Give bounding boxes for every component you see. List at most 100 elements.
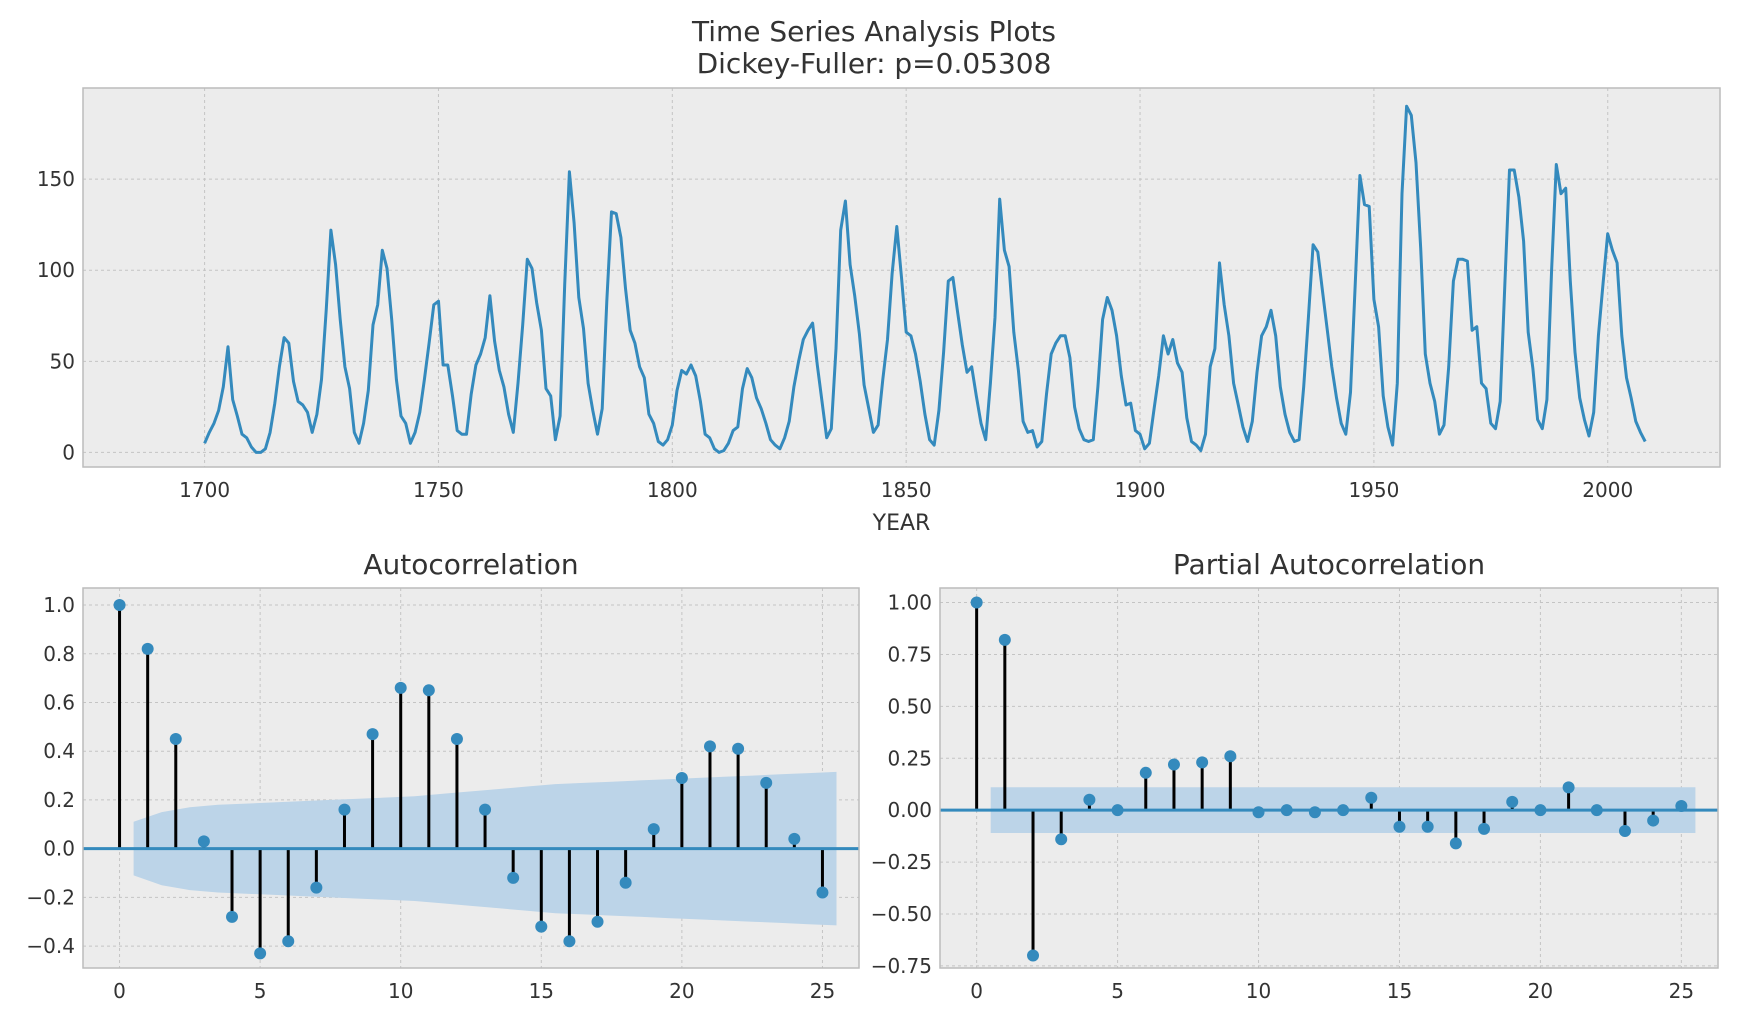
stem-marker (1478, 822, 1491, 835)
x-tick-label: 25 (810, 979, 835, 1003)
y-tick-label: 0 (62, 440, 75, 464)
y-tick-label: −0.2 (26, 885, 75, 909)
stem-marker (535, 920, 548, 933)
stem-marker (1167, 758, 1180, 771)
stem-marker (282, 935, 295, 948)
stem-marker (591, 915, 604, 928)
stem-marker (1534, 804, 1547, 817)
x-tick-label: 15 (529, 979, 554, 1003)
stem-marker (1083, 793, 1096, 806)
stem-marker (1280, 804, 1293, 817)
x-tick-label: 20 (1528, 979, 1553, 1003)
stem-marker (703, 740, 716, 753)
stem-marker (1139, 766, 1152, 779)
stem-marker (1449, 837, 1462, 850)
x-tick-label: 0 (113, 979, 126, 1003)
stem-marker (1590, 804, 1603, 817)
stem-marker (1111, 804, 1124, 817)
stem-marker (816, 886, 829, 899)
y-tick-label: 0.2 (43, 788, 75, 812)
stem-marker (394, 681, 407, 694)
stem-marker (141, 642, 154, 655)
y-tick-label: 0.25 (887, 746, 932, 770)
stem-marker (970, 596, 983, 609)
stem-marker (1308, 806, 1321, 819)
stem-marker (1224, 750, 1237, 763)
stem-marker (366, 728, 379, 741)
stem-marker (422, 684, 435, 697)
x-tick-label: 5 (1111, 979, 1124, 1003)
y-tick-label: 1.00 (887, 591, 932, 615)
time-series-panel: 1700 1750 1800 1850 1900 1950 2000 0 50 100 150 YEA… (37, 87, 1721, 536)
x-tick-label: 1900 (1115, 478, 1166, 502)
stem-marker (619, 876, 632, 889)
stem-marker (1365, 791, 1378, 804)
stem-marker (197, 835, 210, 848)
x-axis-label: YEAR (872, 511, 931, 536)
stem-marker (1252, 806, 1265, 819)
x-tick-label: 10 (388, 979, 413, 1003)
stem-marker (1196, 756, 1209, 769)
x-tick-label: 15 (1387, 979, 1412, 1003)
y-tick-label: 0.8 (43, 642, 75, 666)
y-tick-label: 0.50 (887, 694, 932, 718)
stem-marker (338, 803, 351, 816)
stem-marker (1055, 833, 1068, 846)
plot-frame (82, 87, 1721, 468)
stem-marker (1393, 820, 1406, 833)
axes-title: Autocorrelation (363, 548, 578, 581)
stem-marker (563, 935, 576, 948)
stem-marker (647, 823, 660, 836)
stem-marker (998, 633, 1011, 646)
figure-title-line1: Time Series Analysis Plots (691, 15, 1056, 48)
y-tick-label: −0.75 (871, 954, 932, 978)
stem-marker (507, 871, 520, 884)
x-tick-label: 1700 (179, 478, 230, 502)
stem-marker (788, 832, 801, 845)
stem-marker (732, 742, 745, 755)
y-tick-label: 0.0 (43, 837, 75, 861)
y-tick-label: 0.6 (43, 690, 75, 714)
x-tick-label: 20 (669, 979, 694, 1003)
y-tick-label: −0.25 (871, 850, 932, 874)
axes-title: Partial Autocorrelation (1173, 548, 1485, 581)
stem-marker (113, 599, 126, 612)
stem-marker (675, 772, 688, 784)
y-tick-label: 0.00 (887, 798, 932, 822)
stem-marker (1027, 949, 1040, 962)
y-tick-label: 0.75 (887, 642, 932, 666)
y-tick-label: −0.4 (26, 934, 75, 958)
stem-marker (1562, 781, 1575, 794)
stem-marker (479, 803, 492, 816)
stem-marker (760, 776, 773, 789)
plot-frame (939, 587, 1719, 969)
stem-marker (450, 733, 463, 746)
series-line (203, 104, 1647, 454)
x-tick-label: 25 (1669, 979, 1694, 1003)
plot-background (940, 588, 1718, 968)
plot-frame (82, 587, 860, 969)
y-tick-label: 0.4 (43, 739, 75, 763)
x-tick-label: 1850 (881, 478, 932, 502)
stem-marker (1506, 795, 1519, 808)
x-tick-label: 10 (1246, 979, 1271, 1003)
x-tick-label: 1950 (1348, 478, 1399, 502)
x-tick-label: 0 (970, 979, 983, 1003)
x-tick-label: 1750 (413, 478, 464, 502)
stem-marker (1421, 820, 1434, 833)
x-tick-label: 1800 (647, 478, 698, 502)
x-tick-label: 2000 (1582, 478, 1633, 502)
stem-marker (226, 910, 239, 923)
acf-panel: 0 5 10 15 20 25 −0.4 −0.2 0.0 0.2 0.4 0.6 0.8 1.0 Auto… (26, 548, 860, 1003)
y-tick-label: 50 (50, 349, 75, 373)
stem-marker (1675, 800, 1688, 813)
stem-marker (1618, 824, 1631, 837)
stem-marker (310, 881, 323, 894)
y-tick-label: −0.50 (871, 902, 932, 926)
y-tick-label: 150 (37, 167, 75, 191)
x-tick-label: 5 (254, 979, 267, 1003)
pacf-panel: 0 5 10 15 20 25 −0.75 −0.50 −0.25 0.00 0.25 0.50 0.7… (871, 548, 1719, 1003)
stem-marker (1337, 804, 1350, 817)
stem-marker (254, 947, 267, 960)
